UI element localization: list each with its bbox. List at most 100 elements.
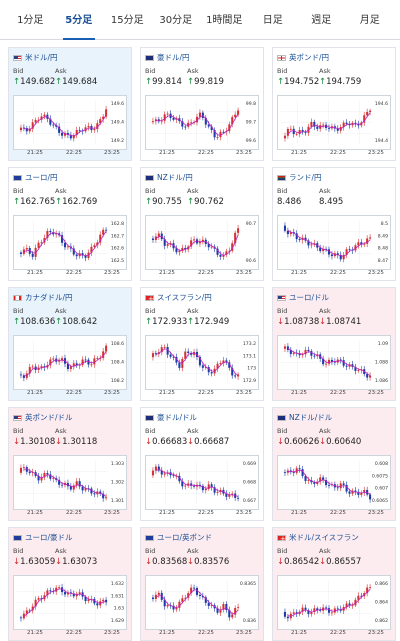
candle <box>172 117 175 120</box>
pair-title[interactable]: ランド/円 <box>277 172 322 183</box>
pair-title[interactable]: 米ドル/円 <box>13 52 58 63</box>
tab-1[interactable]: 5分足 <box>55 11 104 40</box>
rate-card[interactable]: カナダドル/円 Bid Ask ↑108.636 ↑108.642 108.6 108.4 1… <box>8 287 132 401</box>
mini-chart[interactable]: 0.669 0.668 0.667 <box>145 455 259 510</box>
tab-3[interactable]: 30分足 <box>159 15 193 26</box>
bid-number: 0.66683 <box>152 437 188 447</box>
candle <box>61 132 64 136</box>
pair-title[interactable]: カナダドル/円 <box>13 292 73 303</box>
chart-svg: 0.866 0.864 0.862 <box>281 581 388 624</box>
rate-card[interactable]: 豪ドル/円 Bid Ask ↑99.814 ↑99.819 99.8 99.7 99.6 21:… <box>140 47 264 161</box>
rate-card[interactable]: ユーロ/豪ドル Bid Ask ↓1.63059 ↓1.63073 1.632 1.631 1… <box>8 527 132 641</box>
tab-5[interactable]: 日足 <box>262 15 283 26</box>
candle <box>25 610 28 614</box>
candle <box>175 475 178 477</box>
ask-number: 194.759 <box>326 77 362 87</box>
rate-card[interactable]: 米ドル/円 Bid Ask ↑149.682 ↑149.684 149.6 149.4 149… <box>8 47 132 161</box>
candle <box>357 123 360 126</box>
candle <box>369 587 372 589</box>
rate-card[interactable]: ランド/円 Bid Ask 8.486 8.495 8.5 8.49 8.48 8.47 21:2… <box>272 167 396 281</box>
moving-average-line <box>23 114 107 137</box>
mini-chart[interactable]: 0.8365 0.836 <box>145 575 259 630</box>
pair-title[interactable]: 英ポンド/円 <box>277 52 329 63</box>
ask-value: ↑172.949 <box>187 317 229 327</box>
pair-title[interactable]: スイスフラン/円 <box>145 292 212 303</box>
mini-chart[interactable]: 108.6 108.4 108.2 <box>13 335 127 390</box>
candle <box>160 347 163 353</box>
mini-chart[interactable]: 194.6 194.4 <box>277 95 391 150</box>
pair-title[interactable]: NZドル/円 <box>145 172 193 183</box>
ask-value: ↑162.769 <box>55 197 97 207</box>
tab-4[interactable]: 1時間足 <box>206 15 243 26</box>
mini-chart[interactable]: 149.6 149.4 149.2 <box>13 95 127 150</box>
candle <box>75 481 78 486</box>
rate-card[interactable]: ユーロ/英ポンド Bid Ask ↓0.83568 ↓0.83576 0.8365 0.83… <box>140 527 264 641</box>
tab-0[interactable]: 1分足 <box>17 15 44 26</box>
pair-title[interactable]: ユーロ/円 <box>13 172 58 183</box>
pair-title[interactable]: 英ポンド/ドル <box>13 412 73 423</box>
mini-chart[interactable]: 0.866 0.864 0.862 <box>277 575 391 630</box>
pair-title[interactable]: ユーロ/英ポンド <box>145 532 212 543</box>
mini-chart[interactable]: 90.7 90.6 <box>145 215 259 270</box>
rate-card[interactable]: ユーロ/ドル Bid Ask ↓1.08738 ↓1.08741 1.09 1.088 1.0… <box>272 287 396 401</box>
pair-title[interactable]: 豪ドル/円 <box>145 52 190 63</box>
pair-title[interactable]: 米ドル/スイスフラン <box>277 532 359 543</box>
rate-card[interactable]: 豪ドル/ドル Bid Ask ↓0.66683 ↓0.66687 0.669 0.668 0.… <box>140 407 264 521</box>
x-time-label: 23:25 <box>236 150 252 156</box>
tab-2[interactable]: 15分足 <box>110 15 144 26</box>
candle <box>78 481 81 487</box>
rate-card[interactable]: 英ポンド/ドル Bid Ask ↓1.30108 ↓1.30118 1.303 1.302 1… <box>8 407 132 521</box>
mini-chart[interactable]: 1.303 1.302 1.301 <box>13 455 127 510</box>
rate-card[interactable]: 英ポンド/円 Bid Ask ↑194.752 ↑194.759 194.6 194.4 21… <box>272 47 396 161</box>
pair-name: 米ドル/円 <box>25 53 58 62</box>
moving-average-line <box>287 348 371 377</box>
candle <box>210 605 213 607</box>
mini-chart[interactable]: 173.2 173.1 173 172.9 <box>145 335 259 390</box>
x-time-label: 22:25 <box>66 510 82 516</box>
candle <box>363 115 366 123</box>
pair-title[interactable]: 豪ドル/ドル <box>145 412 197 423</box>
candle <box>187 593 190 598</box>
mini-chart[interactable]: 99.8 99.7 99.6 <box>145 95 259 150</box>
pair-title[interactable]: ユーロ/ドル <box>277 292 329 303</box>
arrow-down-icon: ↓ <box>13 437 21 447</box>
tab-7[interactable]: 月足 <box>359 15 380 26</box>
mini-chart[interactable]: 8.5 8.49 8.48 8.47 <box>277 215 391 270</box>
arrow-up-icon: ↑ <box>187 317 195 327</box>
candle <box>333 361 336 363</box>
candle <box>292 128 295 135</box>
rate-card[interactable]: NZドル/ドル Bid Ask ↓0.60626 ↓0.60640 0.608 0.6075… <box>272 407 396 521</box>
ask-label: Ask <box>55 67 67 75</box>
candle <box>319 610 322 611</box>
mini-chart[interactable]: 1.09 1.088 1.086 <box>277 335 391 390</box>
candle <box>49 590 52 592</box>
candle <box>237 110 240 115</box>
mini-chart[interactable]: 1.632 1.631 1.63 1.629 <box>13 575 127 630</box>
rate-card[interactable]: ユーロ/円 Bid Ask ↑162.765 ↑162.769 162.8 162.7 162… <box>8 167 132 281</box>
mini-chart[interactable]: 0.608 0.6075 0.607 0.6065 <box>277 455 391 510</box>
y-tick-label: 162.8 <box>111 221 124 227</box>
candle <box>157 233 160 237</box>
candle <box>289 128 292 130</box>
candle <box>234 114 237 118</box>
candle <box>52 358 55 360</box>
chart-svg: 173.2 173.1 173 172.9 <box>149 341 256 384</box>
bid-label: Bid <box>145 187 156 195</box>
pair-title[interactable]: NZドル/ドル <box>277 412 332 423</box>
candle <box>19 252 22 254</box>
candle <box>96 358 99 359</box>
candle <box>19 617 22 619</box>
candle <box>154 466 157 471</box>
y-tick-label: 0.608 <box>375 461 388 467</box>
tab-6[interactable]: 週足 <box>311 15 332 26</box>
rate-card[interactable]: NZドル/円 Bid Ask ↑90.755 ↑90.762 90.7 90.6 21:25 2… <box>140 167 264 281</box>
bid-number: 162.765 <box>20 197 56 207</box>
candle <box>204 117 207 125</box>
mini-chart[interactable]: 162.8 162.7 162.6 162.5 <box>13 215 127 270</box>
pair-title[interactable]: ユーロ/豪ドル <box>13 532 73 543</box>
rate-card[interactable]: 米ドル/スイスフランBidAsk↓0.86542↓0.865570.8660.8… <box>272 527 396 641</box>
candle <box>75 593 78 597</box>
pair-name: 英ポンド/円 <box>289 53 330 62</box>
rate-card[interactable]: スイスフラン/円BidAsk↑172.933↑172.949173.2173.1… <box>140 287 264 401</box>
ask-number: 162.769 <box>62 197 98 207</box>
